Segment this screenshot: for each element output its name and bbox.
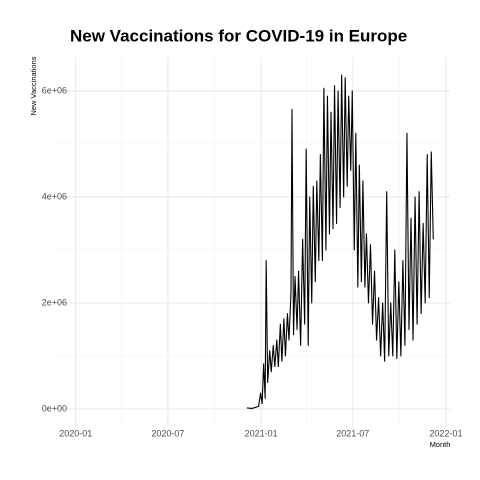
x-tick-label: 2021-01: [245, 428, 278, 438]
x-axis-title: Month: [430, 440, 451, 449]
x-tick-label: 2022-01: [429, 428, 462, 438]
y-tick-label: 6e+06: [42, 85, 67, 95]
x-tick-label: 2021-07: [336, 428, 369, 438]
y-tick-label: 0e+00: [42, 403, 67, 413]
x-tick-label: 2020-01: [59, 428, 92, 438]
y-axis-title: New Vaccinations: [29, 56, 38, 115]
chart-title: New Vaccinations for COVID-19 in Europe: [70, 26, 407, 45]
y-tick-label: 2e+06: [42, 297, 67, 307]
x-tick-label: 2020-07: [151, 428, 184, 438]
data-line: [246, 74, 434, 409]
y-tick-label: 4e+06: [42, 191, 67, 201]
